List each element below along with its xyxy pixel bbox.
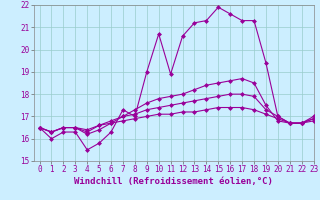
X-axis label: Windchill (Refroidissement éolien,°C): Windchill (Refroidissement éolien,°C) [74, 177, 273, 186]
